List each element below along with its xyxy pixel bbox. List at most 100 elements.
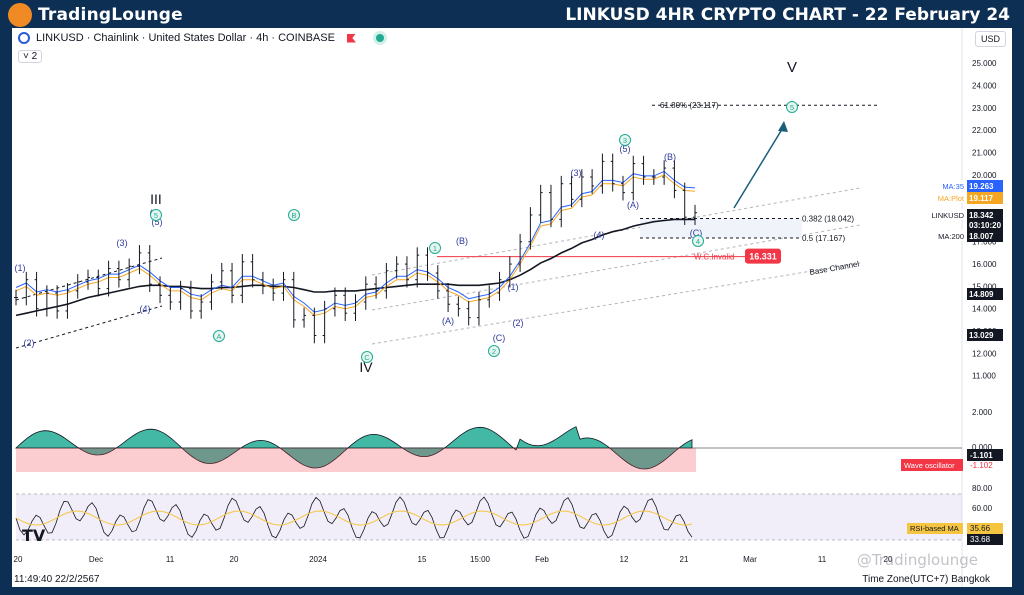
timezone[interactable]: Time Zone(UTC+7) Bangkok — [862, 574, 990, 585]
wave-circle-marker — [786, 101, 798, 113]
price-tag-value: 13.029 — [969, 331, 994, 340]
price-tag-box — [967, 180, 1003, 192]
rsi-ma-line — [15, 510, 693, 526]
wave-circle-marker — [213, 330, 225, 342]
price-tag-label: MA:200 — [938, 232, 964, 241]
osc-last: -1.101 — [970, 451, 993, 460]
x-tick-label: Feb — [535, 555, 549, 564]
banner: TradingLounge LINKUSD 4HR CRYPTO CHART -… — [0, 0, 1024, 30]
rsi-value-box — [967, 523, 1003, 534]
y-tick-label: 17.000 — [972, 238, 997, 247]
base-channel-label: Base Channel — [809, 259, 860, 277]
wave-oscillator-area — [14, 426, 693, 470]
fib-618-label: 61.80% (23.117) — [660, 101, 719, 110]
y-tick-label: 22.000 — [972, 126, 997, 135]
ma200-line — [15, 218, 695, 317]
price-tag-value: 14.809 — [969, 290, 994, 299]
rsi-line — [15, 496, 693, 539]
fib-zone — [640, 218, 802, 239]
price-tag-value: 19.263 — [969, 182, 994, 191]
flag-icon[interactable] — [346, 33, 356, 43]
wave-circle-label: 4 — [696, 237, 700, 246]
tradingview-logo-icon: TV — [22, 526, 46, 545]
indicator-count: 2 — [31, 51, 38, 62]
clock: 11:49:40 22/2/2567 — [14, 574, 100, 585]
wave-circle-marker — [619, 134, 631, 146]
osc-tick: 2.000 — [972, 408, 993, 417]
price-tag-value: 18.007 — [969, 232, 994, 241]
projection-arrowhead — [778, 121, 788, 132]
price-tag-label: MA:35 — [942, 182, 964, 191]
price-chart[interactable]: 61.80% (23.117) 0.382 (18.042) 0.5 (17.167… — [12, 28, 1012, 587]
price-tag-value: 19.117 — [969, 194, 994, 203]
y-tick-label: 12.000 — [972, 349, 997, 358]
channel-line-upper-left — [15, 257, 163, 301]
wave-circle-marker — [361, 351, 373, 363]
indicator-toggle[interactable]: ˅ 2 — [18, 50, 43, 63]
wave-label: (1) — [15, 263, 26, 273]
brand-name: TradingLounge — [38, 5, 183, 25]
currency-selector[interactable]: USD — [974, 31, 1006, 47]
x-tick-label: 2024 — [309, 555, 327, 564]
wave-circle-marker — [429, 242, 441, 254]
wave-label: IV — [359, 359, 373, 375]
symbol-line: LINKUSD · Chainlink · United States Doll… — [36, 32, 335, 44]
wave-circle-label: B — [291, 211, 296, 220]
price-tag-box — [967, 219, 1003, 231]
rsi-tick: 60.00 — [972, 504, 993, 513]
osc-zero: 0.000 — [972, 443, 993, 452]
wave-label: (4) — [594, 230, 605, 240]
wave-label: (B) — [664, 152, 676, 162]
x-tick-label: 20 — [230, 555, 239, 564]
wave-oscillator-negative-zone — [16, 448, 696, 472]
x-tick-label: 12 — [620, 555, 629, 564]
price-tag-value: 18.342 — [969, 211, 994, 220]
wave-label: (1) — [508, 282, 519, 292]
wave-circle-label: 5 — [154, 211, 158, 220]
price-tag-label-bg — [926, 180, 966, 191]
price-tag-box — [967, 230, 1003, 242]
y-tick-label: 16.000 — [972, 260, 997, 269]
x-tick-label: 11 — [166, 555, 175, 564]
y-tick-label: 21.000 — [972, 148, 997, 157]
price-tag-value: 03:10:20 — [969, 221, 1002, 230]
wave-circle-marker — [488, 345, 500, 357]
channel-line-lower-left — [15, 305, 163, 349]
price-tag-box — [967, 209, 1003, 221]
wave-label: (5) — [620, 144, 631, 154]
y-tick-label: 14.000 — [972, 305, 997, 314]
wave-label: (C) — [493, 333, 506, 343]
wave-circle-label: 2 — [492, 347, 496, 356]
price-tag-label: LINKUSD — [931, 211, 964, 220]
price-tag-label-bg — [926, 192, 966, 203]
wave-circle-label: C — [364, 353, 370, 362]
y-tick-label: 24.000 — [972, 81, 997, 90]
wave-label: (5) — [152, 217, 163, 227]
rsi-value: 35.66 — [970, 524, 991, 533]
invalidation-price-box — [745, 248, 781, 264]
market-status-icon — [375, 34, 384, 42]
osc-name-box — [901, 459, 963, 471]
fib-382-label: 0.382 (18.042) — [802, 214, 854, 223]
x-tick-label: Dec — [89, 555, 103, 564]
x-tick-label: 11 — [818, 555, 827, 564]
osc-last2: -1.102 — [970, 461, 993, 470]
wave-circle-label: 5 — [790, 103, 794, 112]
invalidation-price: 16.331 — [749, 252, 777, 262]
tradinglounge-logo-icon — [8, 3, 32, 27]
wave-circle-marker — [288, 209, 300, 221]
x-tick-label: 21 — [680, 555, 689, 564]
wave-label: (B) — [456, 236, 468, 246]
rsi-band — [16, 494, 962, 540]
x-tick-label: 20 — [14, 555, 23, 564]
price-tag-box — [967, 329, 1003, 341]
chart-panel[interactable]: 61.80% (23.117) 0.382 (18.042) 0.5 (17.167… — [12, 28, 1012, 587]
y-tick-label: 25.000 — [972, 59, 997, 68]
chainlink-icon — [18, 32, 30, 44]
y-tick-label: 11.000 — [972, 372, 996, 381]
x-tick-label: 20 — [884, 555, 893, 564]
wave-circle-label: A — [216, 332, 221, 341]
x-tick-label: 15 — [418, 555, 427, 564]
symbol-header[interactable]: LINKUSD · Chainlink · United States Doll… — [18, 32, 384, 44]
watermark: @Tradinglounge — [856, 551, 978, 569]
